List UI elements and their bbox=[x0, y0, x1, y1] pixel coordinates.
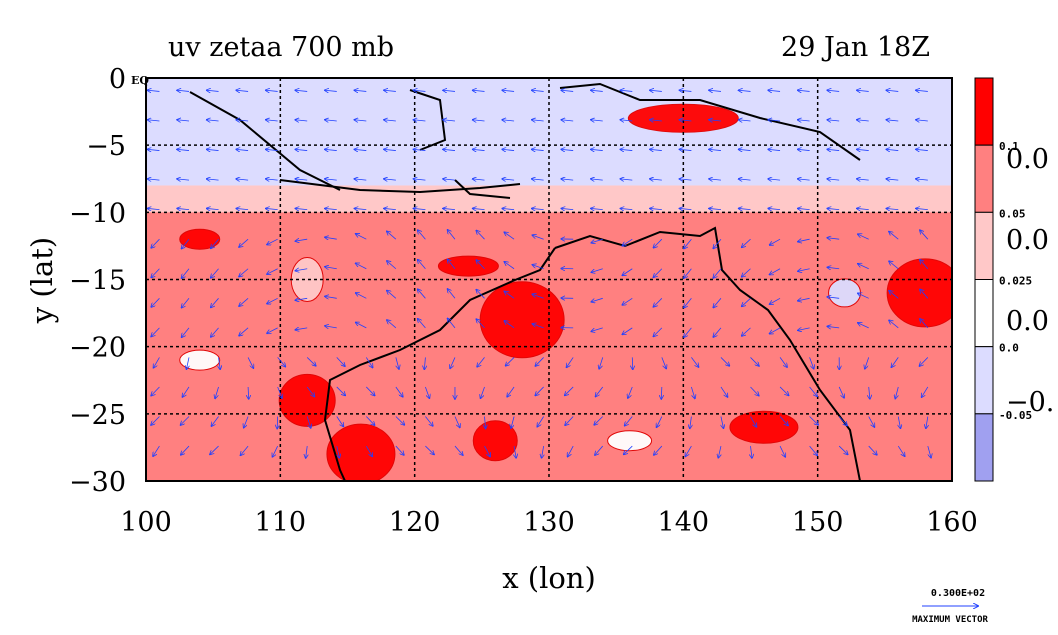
colorbar-bin-4 bbox=[975, 347, 993, 414]
field-blob-8 bbox=[473, 421, 517, 461]
field-blob-7 bbox=[730, 411, 798, 443]
y-tick-4: −20 bbox=[69, 333, 126, 364]
field-blob-2 bbox=[327, 424, 395, 484]
x-tick-110: 110 bbox=[255, 507, 307, 538]
x-axis-ticks: 100 110 120 130 140 150 160 bbox=[120, 507, 978, 538]
colorbar-label-3: 0.0 bbox=[999, 342, 1019, 355]
colorbar-big-label-3: −0. bbox=[1006, 387, 1054, 418]
y-tick-1: −5 bbox=[86, 131, 126, 162]
y-axis-label: y (lat) bbox=[25, 237, 59, 324]
colorbar-label-1: 0.05 bbox=[999, 207, 1026, 220]
field-blob-5 bbox=[438, 256, 498, 276]
x-tick-120: 120 bbox=[389, 507, 441, 538]
field-blob-11 bbox=[829, 279, 861, 307]
chart-title: uv zetaa 700 mb bbox=[168, 32, 394, 63]
x-tick-130: 130 bbox=[523, 507, 575, 538]
vector-key-label: MAXIMUM VECTOR bbox=[912, 615, 988, 625]
y-eq-suffix: EQ bbox=[131, 74, 149, 87]
colorbar-label-2: 0.025 bbox=[999, 275, 1032, 288]
x-tick-150: 150 bbox=[792, 507, 844, 538]
y-axis-ticks: 0 −5 −10 −15 −20 −25 −30 bbox=[69, 64, 126, 498]
field-blob-10 bbox=[608, 431, 652, 451]
x-tick-160: 160 bbox=[926, 507, 978, 538]
colorbar-big-label-0: 0.0 bbox=[1006, 144, 1049, 175]
colorbar-bin-3 bbox=[975, 280, 993, 347]
colorbar-bin-5 bbox=[975, 414, 993, 481]
y-tick-6: −30 bbox=[69, 467, 126, 498]
colorbar-bin-1 bbox=[975, 145, 993, 212]
x-tick-140: 140 bbox=[658, 507, 710, 538]
x-axis-label: x (lon) bbox=[502, 561, 596, 595]
y-tick-0: 0 bbox=[109, 64, 126, 95]
colorbar-big-label-1: 0.0 bbox=[1006, 225, 1049, 256]
y-tick-3: −15 bbox=[69, 266, 126, 297]
x-tick-100: 100 bbox=[120, 507, 172, 538]
field-blob-9 bbox=[180, 350, 220, 370]
time-label: 29 Jan 18Z bbox=[781, 32, 930, 63]
y-tick-5: −25 bbox=[69, 400, 126, 431]
colorbar-big-label-2: 0.0 bbox=[1006, 306, 1049, 337]
field-blob-0 bbox=[480, 282, 564, 358]
y-tick-2: −10 bbox=[69, 198, 126, 229]
vector-key-magnitude: 0.300E+02 bbox=[931, 588, 985, 599]
colorbar-bin-0 bbox=[975, 78, 993, 145]
colorbar-bin-2 bbox=[975, 212, 993, 279]
field-blob-6 bbox=[180, 229, 220, 249]
plot-area bbox=[146, 78, 963, 484]
